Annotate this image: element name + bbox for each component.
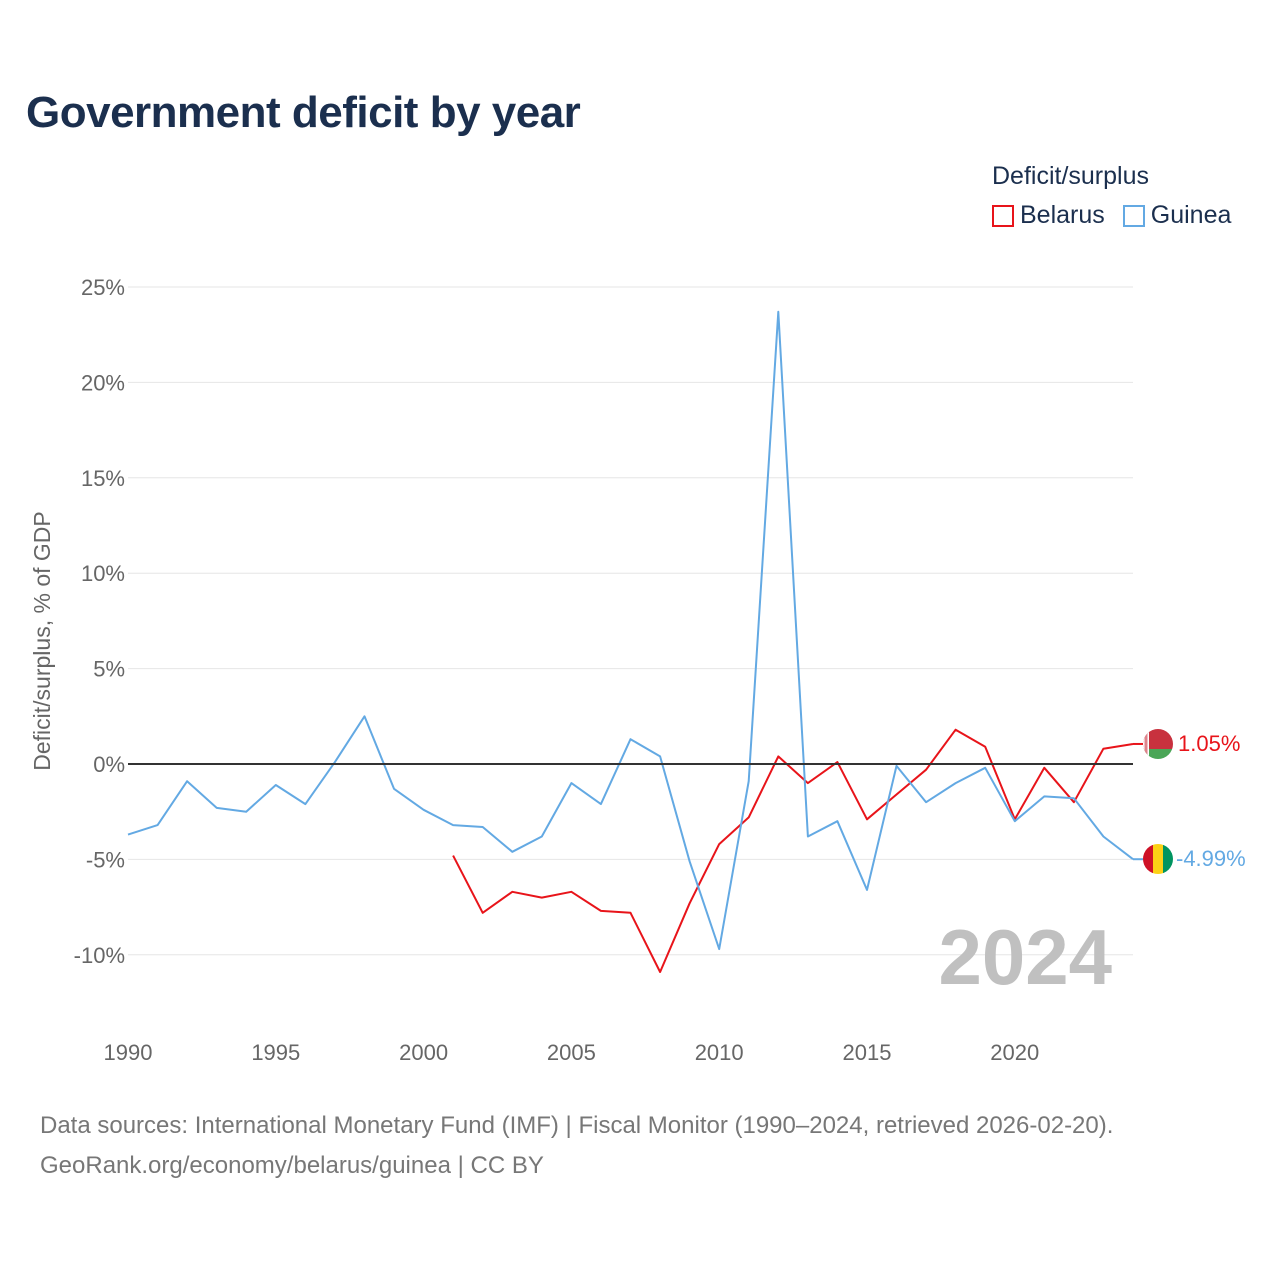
x-tick-label: 2020 — [990, 1040, 1039, 1065]
x-tick-label: 2000 — [399, 1040, 448, 1065]
belarus-flag-icon — [1143, 729, 1173, 759]
x-axis-ticks: 1990 1995 2000 2005 2010 2015 2020 — [104, 1040, 1040, 1065]
y-tick-label: -10% — [74, 943, 125, 968]
series-lines — [127, 310, 1143, 973]
legend-swatch-guinea — [1122, 204, 1145, 227]
footer: Data sources: International Monetary Fun… — [40, 1106, 1113, 1186]
y-tick-label: 25% — [81, 275, 125, 300]
x-tick-label: 2015 — [842, 1040, 891, 1065]
end-label-belarus: 1.05% — [1178, 731, 1240, 756]
legend-label-belarus: Belarus — [1020, 201, 1105, 229]
x-tick-label: 1995 — [251, 1040, 300, 1065]
legend-item-belarus[interactable]: Belarus — [992, 201, 1105, 230]
x-tick-label: 2005 — [547, 1040, 596, 1065]
y-tick-label: 10% — [81, 561, 125, 586]
y-tick-label: 15% — [81, 466, 125, 491]
x-tick-label: 2010 — [695, 1040, 744, 1065]
y-tick-label: 0% — [93, 752, 125, 777]
y-tick-label: 20% — [81, 370, 125, 395]
y-axis-ticks: 25% 20% 15% 10% 5% 0% -5% -10% — [74, 275, 125, 968]
legend-title: Deficit/surplus — [992, 162, 1149, 190]
legend-item-guinea[interactable]: Guinea — [1122, 201, 1232, 230]
data-source-note: Data sources: International Monetary Fun… — [40, 1112, 1114, 1139]
attribution-link[interactable]: GeoRank.org/economy/belarus/guinea | CC … — [40, 1152, 544, 1179]
gridlines — [128, 286, 1133, 956]
year-watermark: 2024 — [938, 913, 1112, 1001]
legend-swatch-belarus — [992, 204, 1014, 227]
legend: Deficit/surplus Belarus Guinea — [992, 162, 1231, 230]
y-axis-label: Deficit/surplus, % of GDP — [29, 511, 55, 770]
y-tick-label: 5% — [93, 657, 125, 682]
end-label-guinea: -4.99% — [1176, 846, 1246, 871]
y-tick-label: -5% — [86, 847, 125, 872]
series-line-belarus[interactable] — [452, 728, 1134, 973]
guinea-flag-icon — [1143, 844, 1173, 874]
x-tick-label: 1990 — [104, 1040, 153, 1065]
chart-title: Government deficit by year — [26, 88, 581, 137]
series-line-guinea[interactable] — [127, 310, 1134, 951]
line-chart: 25% 20% 15% 10% 5% 0% -5% -10% 1990 1995 2000 2005… — [29, 275, 1246, 1065]
legend-label-guinea: Guinea — [1150, 201, 1232, 229]
